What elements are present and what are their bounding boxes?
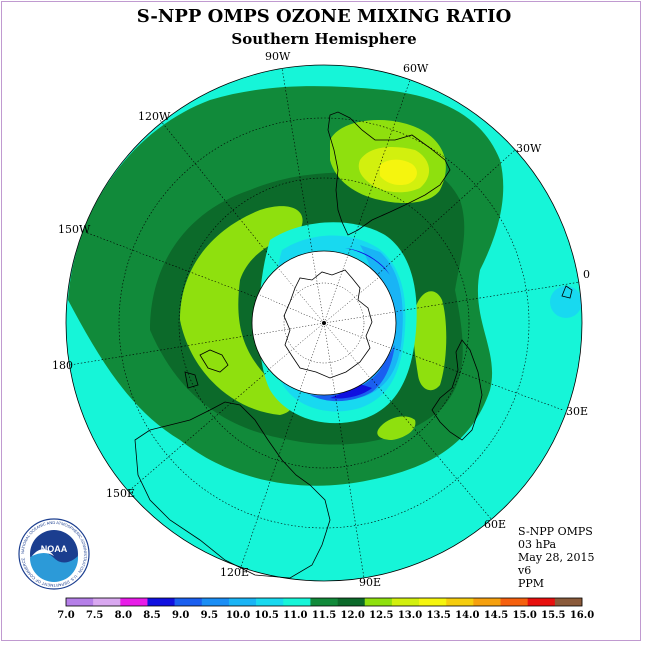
- colorbar-tick-label: 15.0: [512, 610, 536, 621]
- colorbar-tick-label: 14.5: [484, 610, 508, 621]
- colorbar-swatch: [66, 598, 94, 606]
- noaa-logo-text: NOAA: [41, 544, 68, 554]
- lon-label-60e: 60E: [484, 518, 507, 531]
- new-zealand-south: [199, 349, 229, 373]
- noaa-logo-gull: [32, 549, 54, 556]
- colorbar-tick-label: 14.0: [455, 610, 479, 621]
- lon-label-30w: 30W: [516, 142, 542, 155]
- colorbar-tick-label: 12.5: [369, 610, 393, 621]
- colorbar-swatch: [473, 598, 501, 606]
- contour-13-5: [380, 159, 417, 186]
- parallel-50s: [178, 177, 470, 469]
- contour-12-5-west: [180, 206, 303, 415]
- south-america-coast: [327, 111, 451, 236]
- inner-meridian-1: [311, 251, 325, 324]
- info-pressure: 03 hPa: [518, 538, 557, 551]
- antarctica-coast: [283, 269, 373, 379]
- map-outline: [65, 64, 583, 582]
- colorbar-tick-label: 11.0: [283, 610, 307, 621]
- colorbar-swatch: [283, 598, 311, 606]
- colorbar-swatch: [256, 598, 284, 606]
- colorbar-swatch: [93, 598, 121, 606]
- lon-label-150e: 150E: [106, 487, 136, 500]
- lon-label-90w: 90W: [265, 50, 291, 63]
- colorbar-swatch: [527, 598, 556, 606]
- contour-12-5-east: [413, 291, 447, 391]
- colorbar-tick-label: 12.0: [340, 610, 364, 621]
- contour-10-5-east-patch: [550, 286, 582, 318]
- info-units: PPM: [518, 577, 545, 590]
- south-pole-marker: [322, 321, 326, 325]
- info-date: May 28, 2015: [518, 551, 595, 564]
- colorbar-tick-label: 16.0: [570, 610, 594, 621]
- contour-8-5: [330, 384, 372, 399]
- lon-label-120e: 120E: [220, 566, 250, 579]
- inner-graticule: [253, 251, 396, 394]
- parallel-30s: [118, 117, 530, 529]
- page-subtitle: Southern Hemisphere: [231, 30, 417, 48]
- colorbar-swatch: [446, 598, 474, 606]
- colorbar-frame: [65, 597, 583, 607]
- africa-coast: [431, 339, 483, 441]
- colorbar-tick-label: 11.5: [312, 610, 336, 621]
- colorbar-swatch: [147, 598, 175, 606]
- lon-label-30e: 30E: [566, 405, 589, 418]
- inner-parallel: [283, 282, 365, 364]
- info-instrument: S-NPP OMPS: [518, 525, 593, 538]
- australia-coast: [134, 401, 331, 579]
- colorbar-swatch: [391, 598, 420, 606]
- noaa-logo: NOAA NATIONAL OCEANIC AND ATMOSPHERIC AD…: [18, 518, 90, 590]
- colorbar-tick-label: 9.0: [172, 610, 189, 621]
- colorbar-tick-label: 9.5: [201, 610, 218, 621]
- island-east: [561, 285, 573, 299]
- colorbar-tick-label: 8.0: [115, 610, 132, 621]
- product-info: S-NPP OMPS 03 hPa May 28, 2015 v6 PPM: [518, 525, 595, 590]
- lon-label-120w: 120W: [138, 110, 171, 123]
- colorbar-swatch: [554, 598, 583, 606]
- contour-12-5-south: [377, 416, 416, 440]
- colorbar-tick-label: 13.0: [398, 610, 422, 621]
- page-title: S-NPP OMPS OZONE MIXING RATIO: [136, 6, 512, 27]
- colorbar-swatch: [174, 598, 203, 606]
- info-version: v6: [518, 564, 532, 577]
- colorbar-swatch: [120, 598, 148, 606]
- coastlines: [134, 111, 573, 579]
- lon-label-0: 0: [583, 268, 590, 281]
- inner-meridian-9: [267, 322, 325, 371]
- lon-label-150w: 150W: [58, 223, 91, 236]
- colorbar-swatch: [337, 598, 366, 606]
- contour-9-0: [310, 345, 395, 402]
- colorbar-swatch: [228, 598, 257, 606]
- colorbar-swatch: [364, 598, 393, 606]
- inner-meridian-2: [323, 254, 349, 324]
- colorbar-tick-label: 7.5: [86, 610, 103, 621]
- new-zealand-north: [184, 371, 199, 389]
- noaa-logo-wave: [30, 551, 78, 582]
- lon-label-60w: 60W: [403, 62, 429, 75]
- colorbar-tick-label: 7.0: [57, 610, 74, 621]
- colorbar-tick-label: 13.5: [426, 610, 450, 621]
- lon-label-90e: 90E: [359, 576, 382, 589]
- colorbar-swatch: [419, 598, 447, 606]
- colorbar-swatch: [310, 598, 338, 606]
- colorbar-swatch: [500, 598, 528, 606]
- colorbar-tick-label: 8.5: [143, 610, 160, 621]
- lon-label-180: 180: [52, 359, 73, 372]
- colorbar-swatch: [201, 598, 230, 606]
- colorbar-tick-label: 10.5: [254, 610, 278, 621]
- colorbar-tick-label: 15.5: [541, 610, 565, 621]
- colorbar-tick-label: 10.0: [226, 610, 250, 621]
